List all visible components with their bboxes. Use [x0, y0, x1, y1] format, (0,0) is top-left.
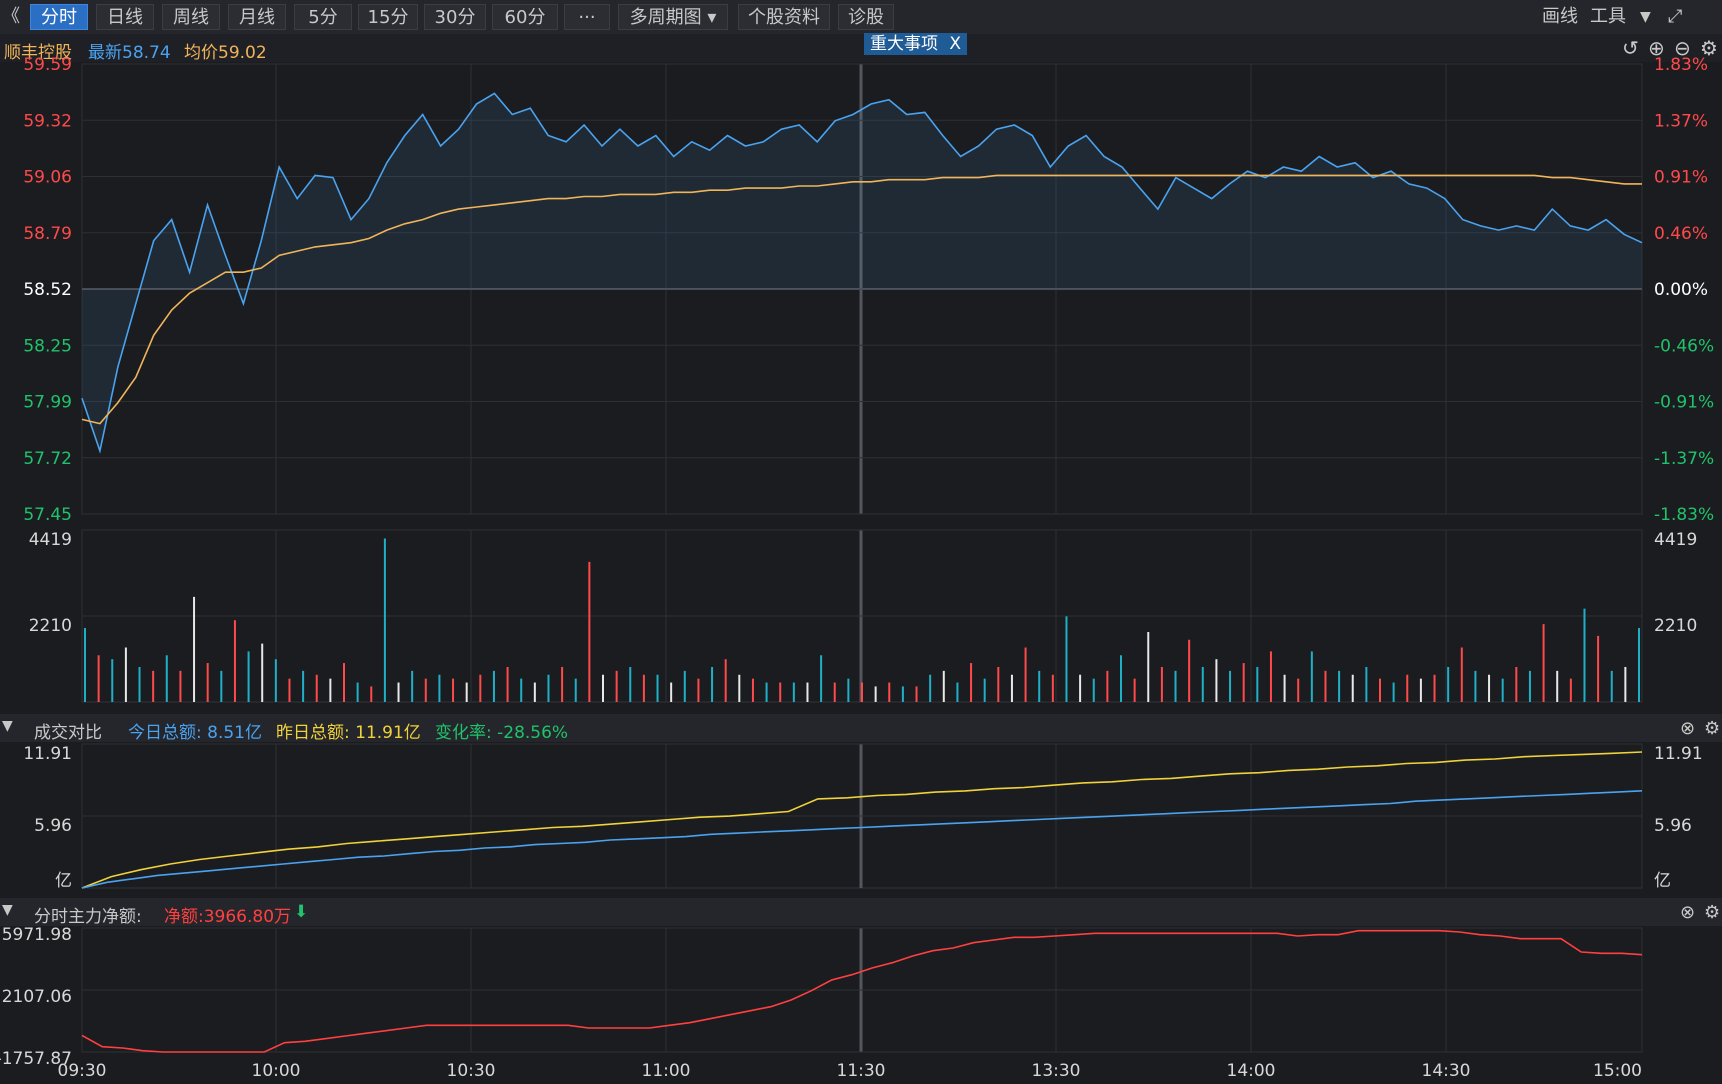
price-tick-left: 57.45	[23, 505, 72, 525]
today-amount: 今日总额: 8.51亿	[128, 723, 262, 743]
tab-1[interactable]: 日线	[96, 4, 154, 30]
net-flow-tick: 2107.06	[2, 987, 72, 1007]
time-label: 10:30	[447, 1061, 496, 1081]
time-label: 13:30	[1032, 1061, 1081, 1081]
stock-info-bar: 顺丰控股 最新58.74 均价59.02 ↺ ⊕ ⊖ ⚙	[0, 34, 1722, 63]
price-line	[81, 92, 1643, 454]
avg-price-line	[81, 174, 1642, 425]
price-tick-left: 59.06	[23, 168, 72, 188]
net-flow-tick: 5971.98	[2, 925, 72, 945]
price-tick-left: 59.59	[23, 55, 72, 75]
tools-dropdown-icon[interactable]: ▼	[1640, 9, 1651, 25]
net-flow-tick: -1757.87	[0, 1049, 72, 1069]
price-tick-left: 57.99	[23, 393, 72, 413]
zoom-out-icon[interactable]: ⊖	[1674, 36, 1691, 60]
time-label: 15:00	[1593, 1061, 1642, 1081]
pct-tick-right: 1.37%	[1654, 111, 1708, 131]
event-close-icon[interactable]: X	[949, 34, 962, 54]
yesterday-amount: 昨日总额: 11.91亿	[276, 723, 421, 743]
undo-icon[interactable]: ↺	[1622, 36, 1639, 60]
collapse-icon-2[interactable]: ▼	[2, 902, 13, 918]
amount-tick-left: 11.91	[23, 744, 72, 764]
price-area	[82, 93, 1642, 451]
stock-name: 顺丰控股	[4, 43, 72, 63]
tools-button[interactable]: 工具	[1590, 6, 1626, 27]
event-tag-label: 重大事项	[870, 34, 938, 54]
settings-gear-icon[interactable]: ⚙	[1700, 36, 1718, 60]
close-panel-icon[interactable]: ⊗	[1680, 718, 1696, 739]
tab-6[interactable]: 30分	[424, 4, 486, 30]
avg-price: 均价59.02	[184, 43, 267, 63]
pct-tick-right: -1.83%	[1654, 505, 1714, 525]
down-arrow-icon: ⬇	[294, 902, 309, 922]
top-toolbar: 《 分时 日线 周线 月线 5分 15分 30分 60分 ··· 多周期图 ▾ 个股资料 诊股 画线 …	[0, 0, 1722, 34]
latest-price: 最新58.74	[88, 43, 171, 63]
collapse-icon[interactable]: ▼	[2, 718, 13, 734]
pct-tick-right: -0.46%	[1654, 336, 1714, 356]
time-label: 10:00	[252, 1061, 301, 1081]
zoom-in-icon[interactable]: ⊕	[1648, 36, 1665, 60]
price-tick-left: 59.32	[23, 111, 72, 131]
time-label: 11:00	[642, 1061, 691, 1081]
volume-compare-header: ▼ 成交对比 今日总额: 8.51亿 昨日总额: 11.91亿 变化率: -28…	[0, 714, 1722, 743]
price-tick-left: 57.72	[23, 449, 72, 469]
volume-tick-left: 2210	[29, 616, 72, 636]
volume-tick-right: 2210	[1654, 616, 1697, 636]
pct-tick-right: 0.91%	[1654, 168, 1708, 188]
amount-unit-right: 亿	[1654, 871, 1671, 891]
tab-4[interactable]: 5分	[294, 4, 352, 30]
event-tag[interactable]: 重大事项 X	[864, 33, 967, 55]
panel-settings-icon-2[interactable]: ⚙	[1704, 902, 1721, 923]
tab-9[interactable]: 多周期图 ▾	[618, 4, 728, 30]
change-rate: 变化率: -28.56%	[435, 723, 569, 743]
panel-settings-icon[interactable]: ⚙	[1704, 718, 1721, 739]
price-tick-left: 58.25	[23, 336, 72, 356]
pct-tick-right: 1.83%	[1654, 55, 1708, 75]
yesterday-amount-line	[81, 751, 1643, 889]
tab-3[interactable]: 月线	[228, 4, 286, 30]
net-flow-line	[81, 929, 1643, 1053]
tab-11[interactable]: 诊股	[838, 4, 894, 30]
net-flow-title: 分时主力净额:	[34, 907, 142, 927]
collapse-left-icon[interactable]: 《	[2, 6, 20, 27]
net-flow-header: ▼ 分时主力净额: 净额:3966.80万 ⬇ ⊗ ⚙	[0, 898, 1722, 927]
price-tick-left: 58.52	[23, 280, 72, 300]
tab-5[interactable]: 15分	[358, 4, 418, 30]
time-label: 11:30	[837, 1061, 886, 1081]
pct-tick-right: 0.00%	[1654, 280, 1708, 300]
price-tick-left: 58.79	[23, 224, 72, 244]
net-flow-value: 净额:3966.80万	[164, 907, 292, 927]
pct-tick-right: 0.46%	[1654, 224, 1708, 244]
amount-tick-left: 5.96	[34, 816, 72, 836]
time-label: 14:30	[1422, 1061, 1471, 1081]
tab-8[interactable]: ···	[564, 4, 610, 30]
draw-line-button[interactable]: 画线	[1542, 6, 1578, 27]
time-label: 09:30	[58, 1061, 107, 1081]
amount-tick-right: 5.96	[1654, 816, 1692, 836]
tab-0[interactable]: 分时	[30, 4, 88, 30]
tab-2[interactable]: 周线	[162, 4, 220, 30]
expand-icon[interactable]: ⤢	[1668, 6, 1683, 27]
close-panel-icon-2[interactable]: ⊗	[1680, 902, 1696, 923]
tab-7[interactable]: 60分	[492, 4, 558, 30]
volume-tick-left: 4419	[29, 530, 72, 550]
volume-tick-right: 4419	[1654, 530, 1697, 550]
pct-tick-right: -1.37%	[1654, 449, 1714, 469]
today-amount-line	[81, 790, 1643, 889]
pct-tick-right: -0.91%	[1654, 393, 1714, 413]
volume-compare-title: 成交对比	[34, 723, 102, 743]
tab-10[interactable]: 个股资料	[738, 4, 830, 30]
time-label: 14:00	[1227, 1061, 1276, 1081]
amount-unit-left: 亿	[55, 871, 72, 891]
amount-tick-right: 11.91	[1654, 744, 1703, 764]
